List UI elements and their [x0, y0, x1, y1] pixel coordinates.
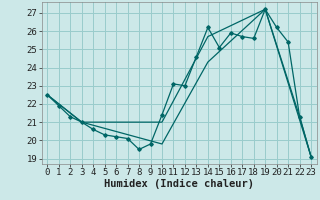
X-axis label: Humidex (Indice chaleur): Humidex (Indice chaleur)	[104, 179, 254, 189]
